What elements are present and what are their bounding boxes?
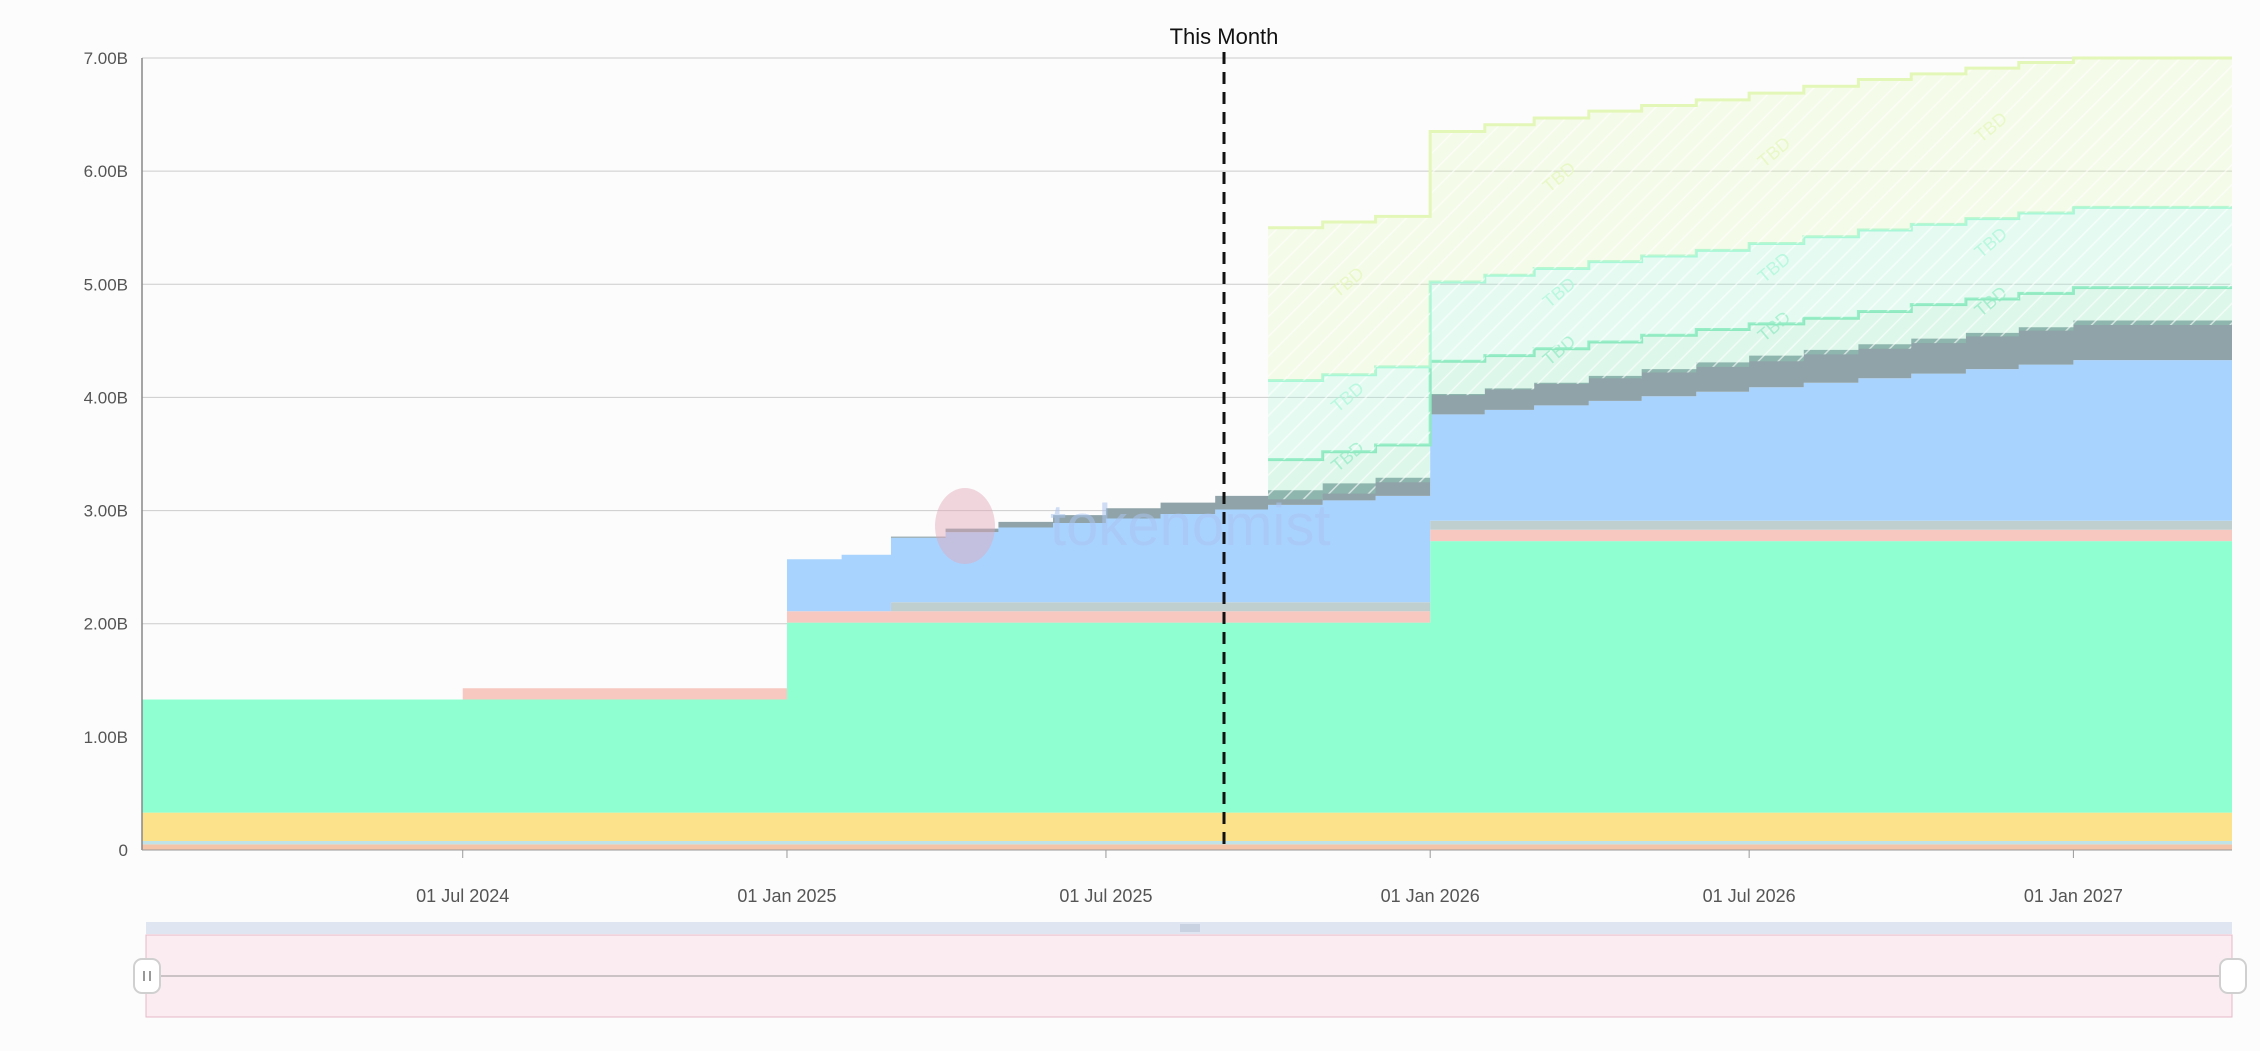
axes: 0 1.00B 2.00B 3.00B 4.00B 5.00B 6.00B 7.00B 01 J… [84, 49, 2232, 906]
range-slider-grip-icon [1180, 924, 1200, 932]
watermark-logo-icon [935, 488, 995, 564]
series-area-7 [142, 320, 2232, 700]
series-area-4 [142, 529, 2232, 700]
series-area-2 [142, 812, 2232, 841]
series-area-1 [142, 840, 2232, 845]
x-tick-label: 01 Jan 2026 [1381, 886, 1480, 906]
projected-band-hatch-2 [1268, 58, 2232, 381]
stacked-areas [142, 320, 2232, 850]
x-tick-label: 01 Jul 2024 [416, 886, 509, 906]
y-tick-label: 5.00B [84, 275, 128, 294]
range-slider-left-handle[interactable] [133, 958, 161, 994]
x-tick-label: 01 Jul 2025 [1059, 886, 1152, 906]
watermark-text: tokenomist [1050, 493, 1330, 558]
range-slider[interactable] [133, 922, 2247, 1018]
watermark: tokenomist [935, 488, 1330, 564]
y-tick-label: 7.00B [84, 49, 128, 68]
series-area-5 [142, 520, 2232, 700]
this-month-marker: This Month [1170, 24, 1279, 850]
series-area-3 [142, 541, 2232, 813]
projected-band-edge-2 [1268, 56, 2232, 230]
y-tick-label: 0 [119, 841, 128, 860]
this-month-label: This Month [1170, 24, 1279, 49]
x-tick-label: 01 Jul 2026 [1703, 886, 1796, 906]
y-tick-label: 1.00B [84, 728, 128, 747]
x-tick-label: 01 Jan 2027 [2024, 886, 2123, 906]
projected-band-hatch-1 [1268, 207, 2232, 460]
x-tick-label: 01 Jan 2025 [737, 886, 836, 906]
y-tick-label: 2.00B [84, 615, 128, 634]
y-tick-label: 6.00B [84, 162, 128, 181]
y-tick-label: 3.00B [84, 502, 128, 521]
series-area-6 [142, 360, 2232, 700]
y-tick-label: 4.00B [84, 388, 128, 407]
series-area-0 [142, 844, 2232, 850]
range-slider-right-handle[interactable] [2219, 958, 2247, 994]
